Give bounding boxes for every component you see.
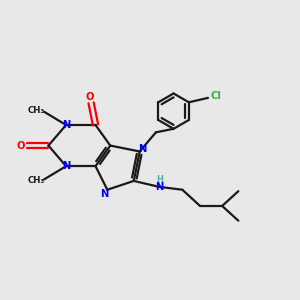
Text: O: O	[16, 141, 25, 151]
Text: N: N	[62, 161, 70, 171]
Text: N: N	[139, 143, 147, 154]
Text: N: N	[62, 120, 70, 130]
Text: N: N	[100, 189, 109, 199]
Text: O: O	[85, 92, 94, 102]
Text: CH₃: CH₃	[27, 106, 44, 115]
Text: CH₃: CH₃	[27, 176, 44, 185]
Text: Cl: Cl	[211, 92, 222, 101]
Text: H: H	[156, 175, 163, 184]
Text: N: N	[154, 182, 163, 192]
